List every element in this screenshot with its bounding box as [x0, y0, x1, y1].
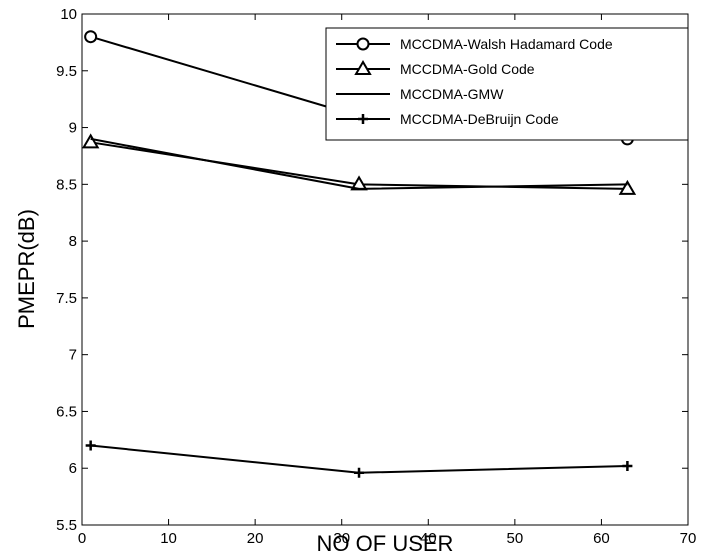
legend-label: MCCDMA-Walsh Hadamard Code [400, 36, 613, 52]
x-axis-title: NO OF USER [317, 531, 454, 556]
legend-item-2: MCCDMA-Gold Code [336, 60, 535, 77]
series-line [90, 137, 628, 190]
y-tick-label: 9.5 [56, 63, 77, 80]
data-point [354, 467, 365, 478]
legend-item-4: MCCDMA-DeBruijn Code [336, 111, 559, 127]
x-tick-label: 50 [507, 530, 524, 547]
x-tick-label: 20 [247, 530, 264, 547]
legend-item-1: MCCDMA-Walsh Hadamard Code [336, 36, 613, 52]
y-tick-label: 8.5 [56, 176, 77, 193]
data-point [85, 440, 96, 451]
legend-label: MCCDMA-Gold Code [400, 61, 535, 77]
data-point [622, 460, 633, 471]
x-tick-label: 60 [593, 530, 610, 547]
data-point [618, 179, 637, 195]
legend-marker [356, 37, 370, 51]
y-tick-label: 6 [69, 460, 77, 477]
x-tick-label: 0 [78, 530, 86, 547]
series-4 [85, 440, 633, 478]
legend-marker [354, 60, 372, 75]
legend: MCCDMA-Walsh Hadamard Code MCCDMA-Gold Co… [325, 27, 689, 141]
y-tick-label: 7 [69, 347, 77, 364]
y-tick-label: 10 [60, 6, 77, 23]
x-tick-label: 10 [160, 530, 177, 547]
legend-box [325, 27, 689, 141]
y-tick-label: 5.5 [56, 517, 77, 534]
x-tick-label: 40 [420, 530, 437, 547]
axis-ticks: 0 10 20 30 40 50 60 70 5.5 6 6.5 7 7.5 8 8.5 9 9.5 10 [56, 6, 696, 547]
y-tick-label: 6.5 [56, 403, 77, 420]
data-point [81, 133, 100, 149]
legend-marker [358, 114, 368, 124]
legend-label: MCCDMA-GMW [400, 86, 504, 102]
y-axis-title: PMEPR(dB) [14, 209, 39, 329]
x-tick-label: 70 [680, 530, 697, 547]
legend-label: MCCDMA-DeBruijn Code [400, 111, 559, 127]
series-3 [90, 137, 628, 190]
data-point [84, 30, 98, 44]
x-tick-label: 30 [333, 530, 350, 547]
legend-item-3: MCCDMA-GMW [336, 86, 504, 102]
y-tick-label: 9 [69, 120, 77, 137]
y-tick-label: 8 [69, 233, 77, 250]
y-tick-label: 7.5 [56, 290, 77, 307]
